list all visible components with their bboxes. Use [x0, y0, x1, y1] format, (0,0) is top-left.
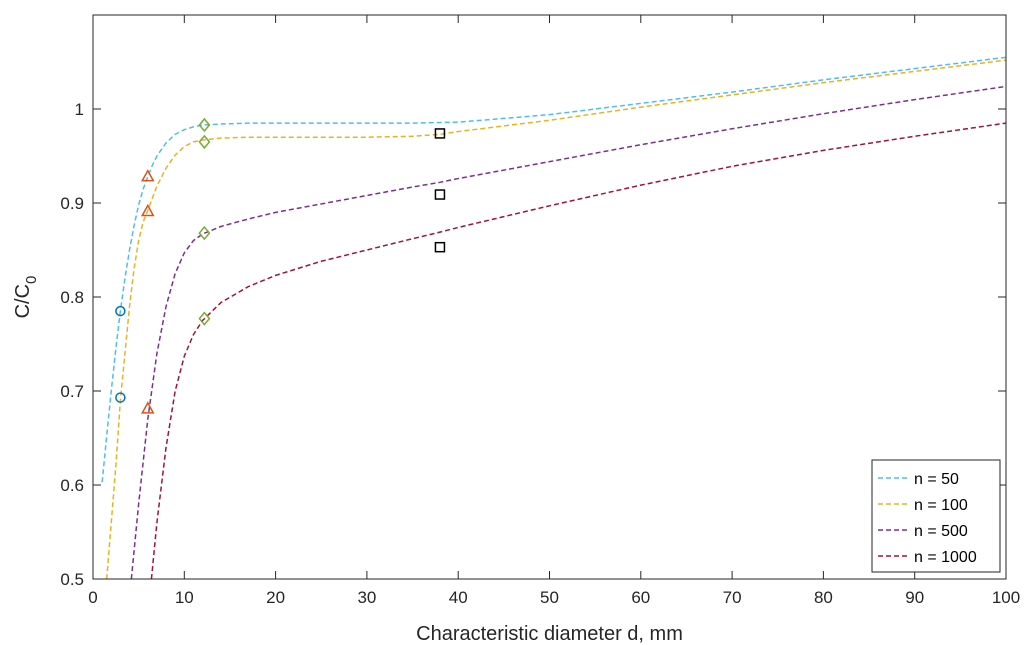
triangle-marker [141, 169, 155, 182]
x-tick-label: 80 [814, 588, 833, 607]
series-line-1 [101, 56, 1006, 483]
circle-marker [115, 392, 126, 403]
y-tick-label: 0.9 [60, 194, 84, 213]
y-tick-label: 0.6 [60, 476, 84, 495]
diamond-marker [198, 225, 211, 241]
tick-layer: 0 10 20 30 40 50 60 70 80 90 100 0.5 0.6 0.7 0.8 0.9 1 [60, 15, 1020, 607]
x-tick-label: 30 [357, 588, 376, 607]
legend-label: n = 500 [914, 523, 968, 540]
legend-label: n = 1000 [914, 549, 977, 566]
triangle-marker [141, 203, 155, 217]
circle-marker [115, 305, 126, 317]
marker-layer [115, 117, 446, 414]
diamond-marker [198, 311, 211, 326]
x-tick-label: 50 [540, 588, 559, 607]
legend-label: n = 50 [914, 471, 959, 488]
diamond-marker [198, 134, 211, 150]
triangle-marker [141, 401, 155, 414]
y-axis-label: C/C0 [12, 276, 40, 319]
y-tick-label: 0.5 [60, 570, 84, 589]
legend-box [871, 459, 1001, 573]
plot-area [93, 15, 1006, 579]
series-layer [101, 56, 1006, 579]
y-tick-label: 0.7 [60, 382, 84, 401]
square-marker [434, 189, 446, 200]
square-marker [434, 241, 446, 253]
diamond-marker [198, 117, 211, 133]
legend-label: n = 100 [914, 497, 968, 514]
x-tick-label: 10 [175, 588, 194, 607]
legend: n = 50 n = 100 n = 500 n = 1000 [871, 459, 1001, 573]
x-tick-label: 90 [905, 588, 924, 607]
y-tick-label: 0.8 [60, 288, 84, 307]
series-line-3 [130, 85, 1006, 579]
x-tick-label: 20 [266, 588, 285, 607]
y-tick-label: 1 [75, 100, 84, 119]
y-axis-label-subscript: 0 [23, 276, 40, 284]
x-tick-label: 70 [723, 588, 742, 607]
square-marker [434, 128, 446, 139]
x-tick-label: 60 [631, 588, 650, 607]
series-line-2 [105, 59, 1006, 579]
x-tick-label: 100 [992, 588, 1020, 607]
x-tick-label: 0 [88, 588, 97, 607]
x-tick-label: 40 [449, 588, 468, 607]
series-line-4 [150, 122, 1006, 579]
y-axis-label-main: C/C [12, 284, 34, 318]
x-axis-label: Characteristic diameter d, mm [416, 623, 683, 645]
